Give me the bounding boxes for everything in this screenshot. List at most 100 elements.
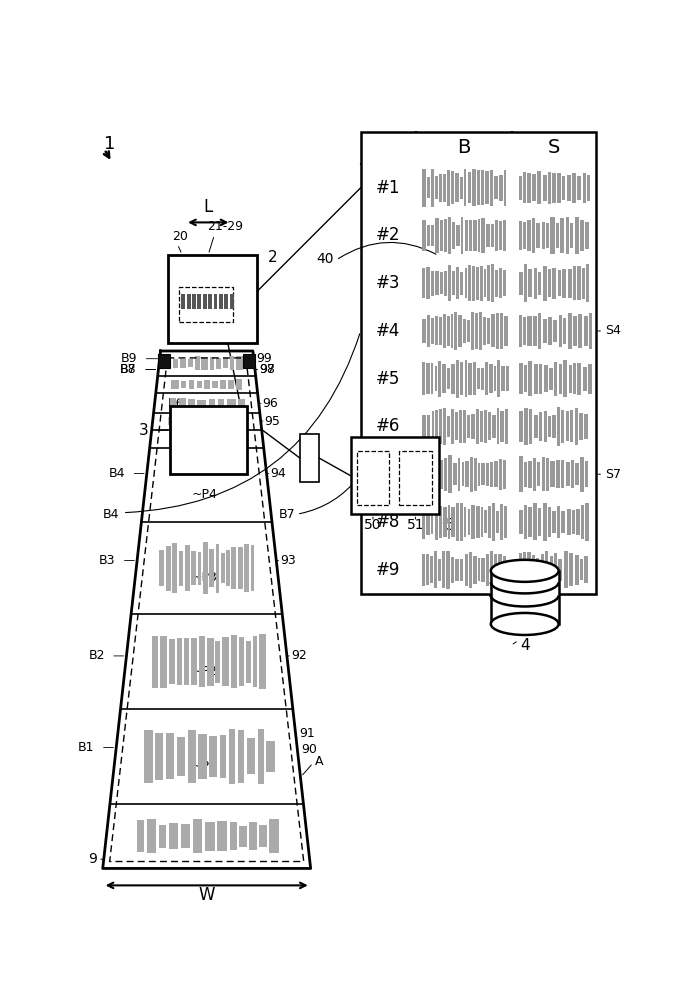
Bar (481, 368, 484, 390)
Text: 40: 40 (316, 252, 334, 266)
Text: B9: B9 (121, 352, 138, 365)
Bar (216, 641, 221, 683)
Bar (476, 267, 479, 300)
Bar (251, 545, 254, 591)
Bar (570, 223, 573, 248)
Bar (469, 552, 472, 588)
Bar (573, 316, 577, 346)
Bar (575, 217, 579, 254)
Bar (542, 457, 545, 491)
Bar (444, 219, 447, 252)
Bar (494, 554, 497, 585)
Text: B8: B8 (121, 363, 137, 376)
Bar (569, 365, 572, 393)
Bar (528, 507, 532, 537)
Text: B7: B7 (121, 363, 137, 376)
Bar (490, 462, 493, 487)
Bar (548, 416, 551, 437)
Bar (223, 358, 227, 368)
Bar (436, 218, 439, 253)
Bar (488, 265, 490, 301)
Text: #9: #9 (376, 561, 401, 579)
Text: W: W (199, 886, 215, 904)
Bar (549, 556, 553, 583)
Bar (182, 294, 185, 309)
Bar (558, 270, 561, 296)
Bar (201, 357, 208, 370)
Bar (399, 451, 432, 505)
Bar (479, 411, 482, 442)
Bar (231, 635, 237, 688)
Text: S4: S4 (605, 324, 621, 337)
Bar (227, 399, 236, 407)
Bar (587, 175, 590, 201)
Bar (499, 459, 502, 490)
Bar (524, 264, 527, 302)
Bar (499, 175, 503, 201)
Bar (536, 558, 539, 581)
Bar (456, 503, 459, 541)
Bar (491, 264, 494, 302)
Bar (169, 417, 178, 425)
Bar (468, 172, 471, 203)
Bar (533, 458, 536, 491)
Bar (573, 266, 576, 300)
Bar (533, 316, 537, 346)
Bar (482, 218, 485, 253)
Bar (501, 366, 505, 391)
Bar (486, 224, 490, 247)
Bar (499, 268, 502, 298)
Bar (155, 733, 164, 780)
Bar (225, 294, 228, 309)
Bar (239, 637, 244, 686)
Bar (586, 264, 589, 302)
Bar (160, 550, 164, 586)
Bar (568, 269, 572, 298)
Bar (465, 461, 469, 487)
Bar (451, 507, 455, 537)
Bar (585, 461, 588, 487)
Bar (217, 821, 227, 851)
Text: S: S (548, 138, 560, 157)
Bar (482, 463, 485, 485)
Bar (488, 318, 490, 344)
Bar (244, 544, 249, 592)
Bar (431, 363, 434, 394)
Bar (166, 546, 171, 591)
Text: 1: 1 (104, 135, 116, 153)
Bar (549, 368, 553, 390)
Bar (439, 317, 442, 345)
Bar (422, 319, 426, 343)
Bar (436, 410, 438, 443)
Text: 95: 95 (264, 415, 280, 428)
Text: 97: 97 (259, 363, 275, 376)
Bar (494, 366, 497, 391)
Bar (152, 636, 158, 688)
Text: B6: B6 (169, 397, 185, 410)
Bar (551, 217, 555, 254)
Bar (191, 551, 196, 585)
Bar (436, 176, 438, 199)
Bar (563, 360, 567, 397)
Bar (504, 316, 508, 346)
Ellipse shape (491, 613, 558, 635)
Bar (361, 132, 595, 594)
Bar (528, 361, 532, 396)
Bar (208, 294, 212, 309)
Bar (485, 362, 488, 395)
Bar (501, 411, 504, 442)
Bar (548, 269, 551, 297)
Text: 98: 98 (259, 363, 275, 376)
Bar (477, 368, 480, 389)
Bar (210, 549, 214, 587)
Bar (464, 554, 468, 586)
Bar (566, 462, 570, 486)
Bar (495, 176, 498, 199)
Bar (434, 366, 437, 391)
Bar (562, 176, 565, 200)
Bar (432, 411, 434, 442)
Bar (534, 415, 538, 438)
Bar (496, 313, 499, 349)
Bar (538, 508, 541, 536)
Bar (542, 222, 545, 249)
